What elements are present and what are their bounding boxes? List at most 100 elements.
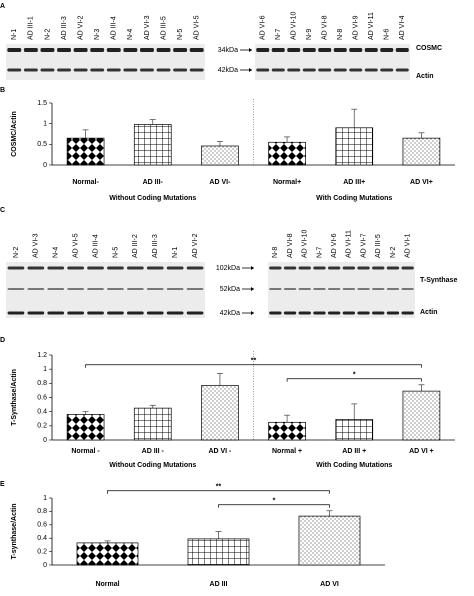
y-tick-label: 0.8 (37, 380, 47, 387)
blot-band (126, 288, 144, 290)
y-tick-label: 0.6 (37, 394, 47, 401)
blot-band (349, 48, 363, 52)
blot-band (333, 48, 347, 52)
blot-band (57, 48, 72, 52)
marker-arrowhead (251, 311, 254, 315)
y-tick-label: 0 (43, 562, 47, 569)
significance-bracket (218, 504, 330, 508)
bar (298, 515, 361, 566)
lane-label: N-9 (306, 29, 313, 40)
blot-band (40, 68, 55, 72)
lane-label: AD VI-1 (404, 233, 411, 258)
blot-band (166, 311, 184, 315)
y-tick-label: 1 (43, 495, 47, 502)
lane-label: AD III-5 (160, 16, 167, 40)
lane-label: AD VI-11 (368, 12, 375, 40)
marker-arrowhead (251, 287, 254, 291)
x-tick-label: Normal - (71, 448, 100, 455)
group-label: With Coding Mutations (316, 462, 392, 469)
blot-band (186, 288, 204, 290)
blot-band (302, 48, 316, 52)
blot-band (123, 68, 138, 72)
blot-band (386, 266, 400, 270)
lane-label: N-4 (53, 247, 60, 258)
blot-band (27, 311, 45, 315)
blot-band (302, 68, 316, 72)
blot-band (386, 311, 400, 315)
blot-band (372, 311, 385, 315)
lane-label: AD VI-8 (322, 15, 329, 40)
blot-band (7, 266, 25, 270)
panel-label: E (0, 481, 5, 488)
lane-label: AD VI-9 (353, 15, 360, 40)
blot-band (23, 48, 38, 52)
blot-band (7, 48, 22, 52)
lane-label: N-7 (275, 29, 282, 40)
blot-band (146, 266, 164, 270)
blot-band (327, 266, 341, 270)
y-tick-label: 0 (43, 437, 47, 444)
x-tick-label: Normal + (272, 448, 302, 455)
bar (402, 137, 441, 166)
lane-label: AD VI-11 (346, 230, 353, 258)
lane-label: N-8 (272, 247, 279, 258)
lane-label: N-8 (337, 29, 344, 40)
blot-band (386, 288, 400, 290)
blot-band (271, 68, 285, 72)
blot-band (298, 311, 311, 315)
bar (133, 407, 172, 441)
marker-label: 52kDa (220, 286, 240, 293)
blot-band (283, 288, 297, 290)
y-tick-label: 0.8 (37, 508, 47, 515)
blot-band (318, 68, 332, 72)
blot-band (73, 48, 88, 52)
blot-band (166, 266, 184, 270)
x-tick-label: AD III+ (343, 179, 365, 186)
lane-label: N-2 (44, 29, 51, 40)
blot-band (156, 48, 171, 52)
bar (402, 390, 441, 441)
blot-band (313, 311, 326, 315)
blot-band (283, 266, 297, 270)
x-tick-label: AD III - (142, 448, 165, 455)
blot-band (107, 311, 124, 315)
lane-label: AD III-3 (152, 234, 159, 258)
lane-label: N-5 (177, 29, 184, 40)
blot-band (327, 311, 341, 315)
blot-band (146, 288, 164, 290)
x-tick-label: AD VI (320, 581, 339, 588)
y-tick-label: 1 (43, 121, 47, 128)
x-tick-label: AD VI- (209, 179, 231, 186)
lane-label: N-4 (127, 29, 134, 40)
blot-band (357, 266, 370, 270)
blot-band (146, 311, 164, 315)
blot-band (256, 48, 270, 52)
marker-arrowhead (251, 266, 254, 270)
blot-band (298, 266, 311, 270)
bar (201, 385, 239, 441)
marker-label: 42kDa (220, 310, 240, 317)
lane-label: AD VI-6 (260, 15, 267, 40)
blot-band (287, 68, 301, 72)
blot-band (166, 288, 184, 290)
blot-band (357, 311, 370, 315)
blot-band (156, 68, 171, 72)
target-label: Actin (420, 309, 438, 316)
lane-label: AD VI-7 (360, 233, 367, 258)
blot-band (47, 266, 65, 270)
blot-band (90, 48, 105, 52)
blot-band (269, 266, 282, 270)
blot-band (123, 48, 138, 52)
blot-band (7, 311, 25, 315)
blot-band (401, 288, 414, 290)
blot-band (139, 68, 154, 72)
blot-band (401, 266, 414, 270)
blot-band (7, 68, 22, 72)
blot-band (349, 68, 363, 72)
marker-arrowhead (249, 68, 252, 72)
blot-band (7, 288, 25, 290)
blot-band (283, 311, 297, 315)
blot-band (357, 288, 370, 290)
y-tick-label: 0.6 (37, 522, 47, 529)
y-tick-label: 0.5 (37, 141, 47, 148)
